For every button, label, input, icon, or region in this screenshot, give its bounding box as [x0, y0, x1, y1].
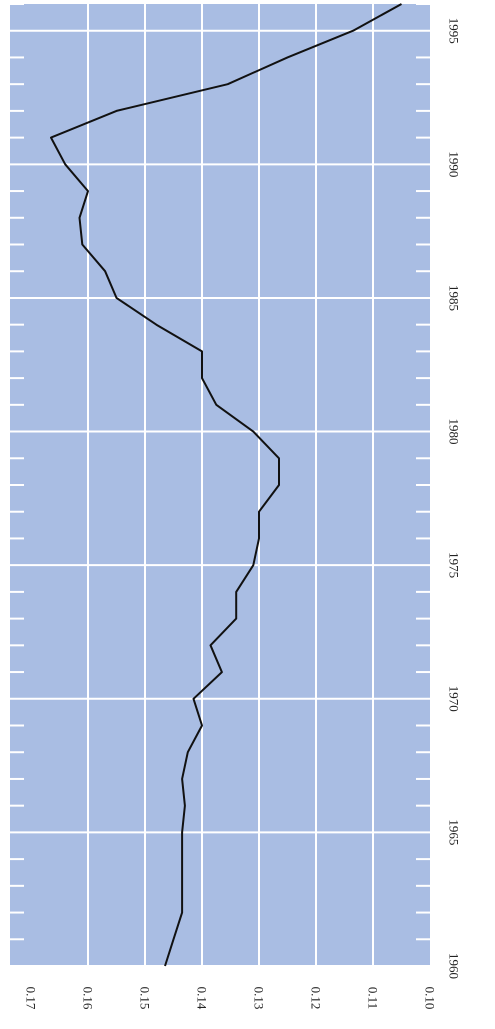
- series-group: [50, 3, 402, 967]
- y-tick-labels: 0.10 0.11 0.12 0.13 0.14 0.15 0.16 0.17: [24, 987, 438, 1010]
- y-tick-label: 0.12: [309, 987, 324, 1010]
- x-tick-label: 1975: [447, 552, 462, 578]
- x-tick-label: 1965: [447, 819, 462, 845]
- x-tick-label: 1970: [447, 686, 462, 712]
- x-tick-label: 1960: [447, 953, 462, 979]
- x-tick-label: 1995: [447, 18, 462, 44]
- y-tick-label: 0.10: [423, 987, 438, 1010]
- x-tick-label: 1990: [447, 151, 462, 177]
- series-line: [50, 3, 402, 967]
- x-tick-label: 1985: [447, 285, 462, 311]
- plot-background: [10, 4, 430, 966]
- x-tick-labels: 1960 1965 1970 1975 1980 1985 1990 1995: [447, 18, 462, 979]
- grid: [10, 4, 430, 967]
- minor-ticks: [10, 3, 430, 941]
- x-tick-label: 1980: [447, 419, 462, 445]
- y-tick-label: 0.13: [252, 987, 267, 1010]
- y-tick-label: 0.14: [195, 987, 210, 1010]
- y-tick-label: 0.11: [366, 987, 381, 1009]
- y-tick-label: 0.15: [138, 987, 153, 1010]
- y-tick-label: 0.17: [24, 987, 39, 1010]
- y-tick-label: 0.16: [81, 987, 96, 1010]
